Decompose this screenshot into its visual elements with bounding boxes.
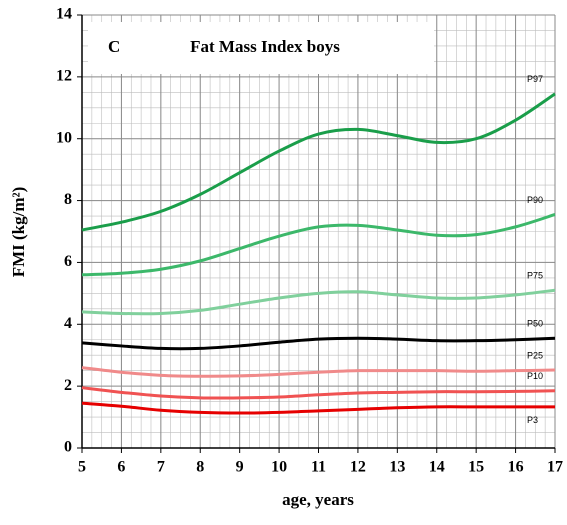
x-axis-label: age, years	[282, 490, 354, 509]
x-tick-label: 6	[117, 459, 125, 476]
line-label: P50	[527, 319, 543, 329]
percentile-line	[81, 366, 556, 378]
percentile-line	[81, 401, 555, 415]
y-tick-label: 6	[64, 253, 72, 270]
percentile-line	[81, 336, 556, 351]
y-tick-label: 10	[56, 129, 72, 146]
x-tick-label: 10	[271, 459, 287, 476]
grid	[81, 14, 556, 449]
y-axis-label: FMI (kg/m²)	[9, 187, 28, 278]
chart-title: Fat Mass Index boys	[190, 37, 340, 56]
x-tick-label: 9	[236, 459, 244, 476]
line-label: P97	[527, 74, 543, 84]
percentile-line	[81, 213, 556, 277]
title-box	[88, 22, 434, 74]
x-tick-label: 13	[389, 459, 405, 476]
x-tick-label: 8	[196, 459, 204, 476]
y-tick-label: 14	[56, 6, 72, 23]
x-tick-label: 14	[429, 459, 445, 476]
line-label: P25	[527, 350, 543, 360]
percentile-line	[81, 92, 556, 232]
line-label: P75	[527, 271, 543, 281]
y-tick-label: 4	[64, 315, 72, 332]
x-tick-label: 16	[508, 459, 524, 476]
y-tick-label: 2	[64, 377, 72, 394]
x-tick-label: 12	[350, 459, 366, 476]
y-tick-label: 0	[64, 439, 72, 456]
line-label: P90	[527, 195, 543, 205]
panel-label: C	[108, 37, 120, 56]
line-label: P3	[527, 415, 538, 425]
percentile-line	[81, 386, 556, 400]
line-label: P10	[527, 371, 543, 381]
x-tick-label: 11	[311, 459, 326, 476]
x-tick-label: 17	[547, 459, 563, 476]
percentile-line	[81, 288, 556, 316]
x-tick-label: 5	[78, 459, 86, 476]
y-tick-label: 12	[56, 68, 72, 85]
x-tick-label: 15	[468, 459, 484, 476]
x-tick-label: 7	[157, 459, 165, 476]
y-tick-label: 8	[64, 191, 72, 208]
